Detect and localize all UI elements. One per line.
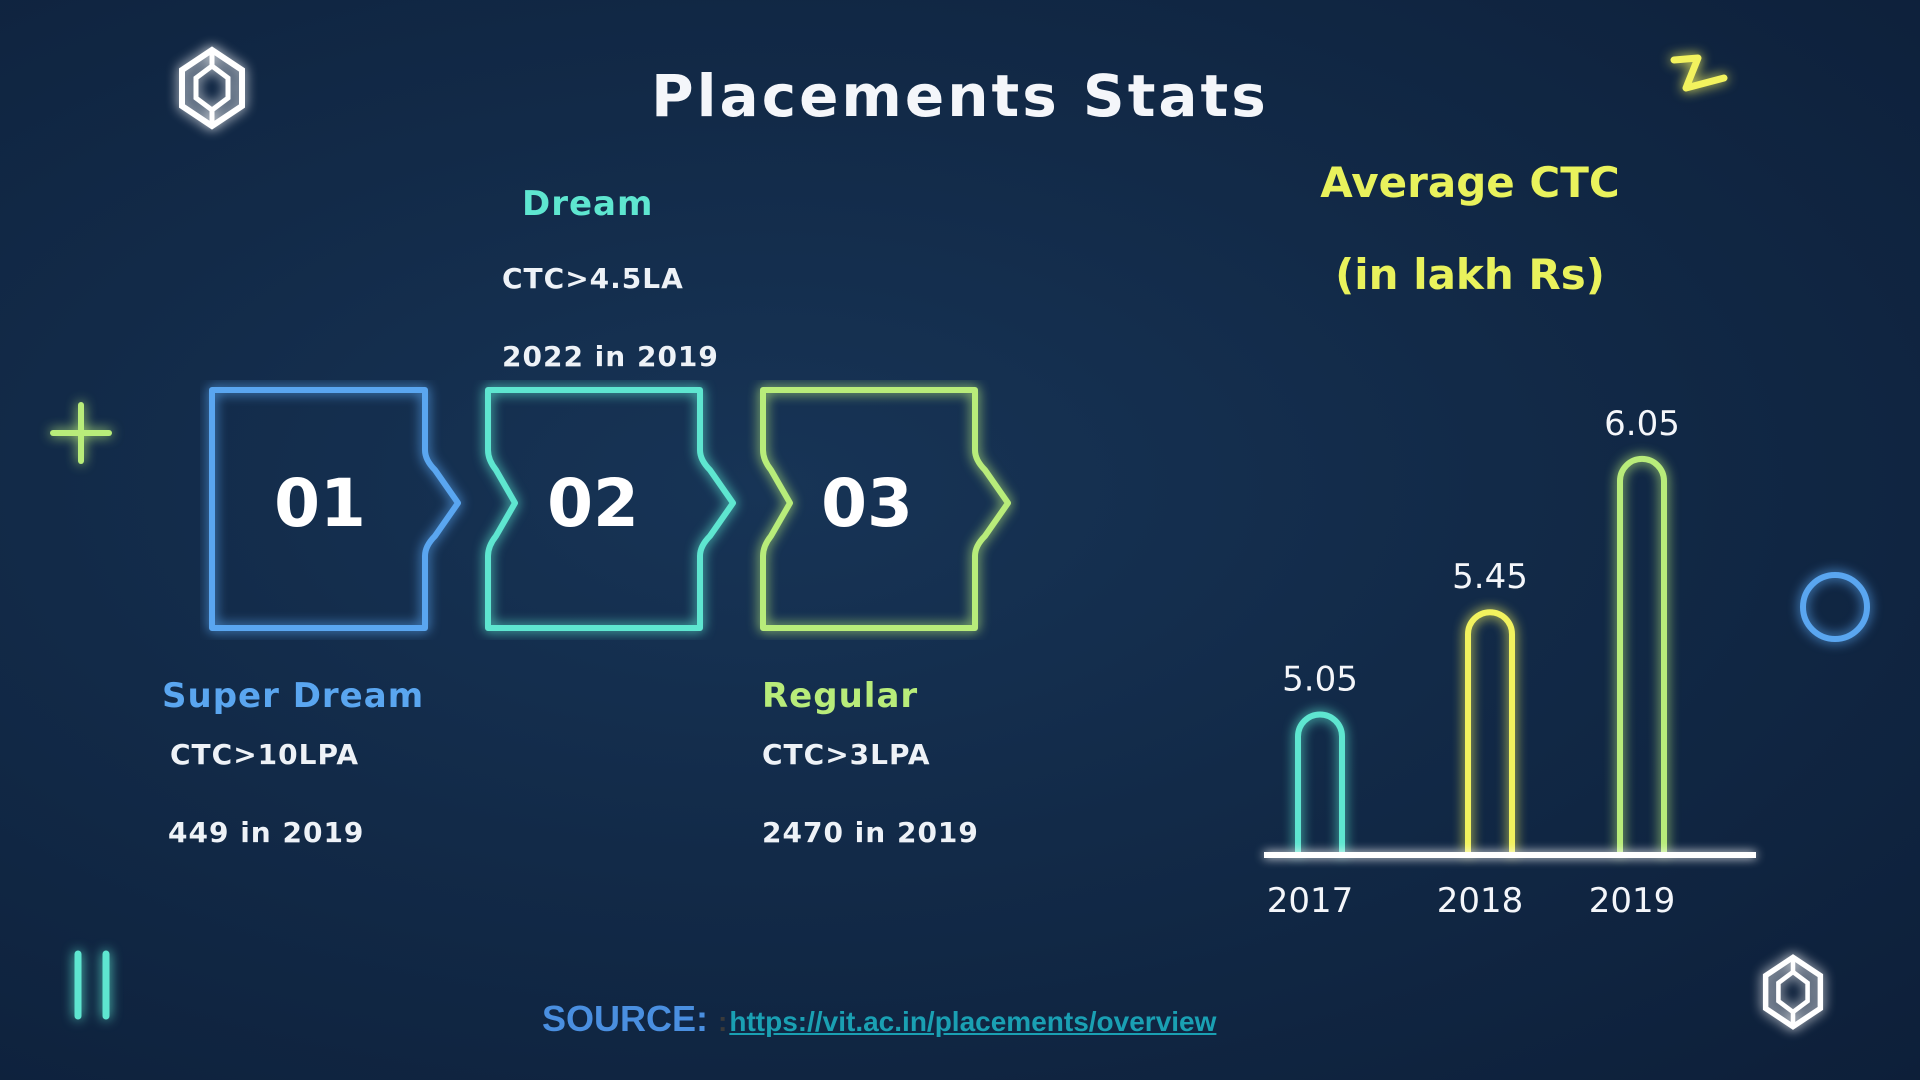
chart-title-line2: (in lakh Rs): [1335, 250, 1605, 299]
category-criteria-regular: CTC>3LPA: [762, 738, 931, 771]
source-label: SOURCE:: [542, 998, 709, 1039]
value-label-2017: 5.05: [1282, 659, 1358, 699]
x-tick-2017: 2017: [1267, 881, 1354, 921]
bar-2018: [1465, 609, 1515, 855]
chart-title-line1: Average CTC: [1320, 158, 1620, 207]
source-line: SOURCE::https://vit.ac.in/placements/ove…: [542, 998, 1216, 1040]
bar-2019: [1617, 455, 1667, 855]
bar-2017: [1295, 711, 1345, 855]
step-box-regular: [760, 387, 1011, 631]
category-count-dream: 2022 in 2019: [502, 340, 719, 373]
category-criteria-super-dream: CTC>10LPA: [170, 738, 360, 771]
category-criteria-dream: CTC>4.5LA: [502, 262, 684, 295]
category-count-regular: 2470 in 2019: [762, 816, 979, 849]
average-ctc-chart: 5.05 2017 5.45 2018 6.05 2019: [1264, 404, 1756, 921]
category-steps: 01 02 03: [209, 387, 1011, 631]
x-tick-2019: 2019: [1589, 881, 1676, 921]
category-label-super-dream: Super Dream: [162, 676, 425, 716]
category-count-super-dream: 449 in 2019: [168, 816, 365, 849]
category-label-dream: Dream: [522, 184, 654, 224]
step-number-03: 03: [821, 465, 913, 542]
cube-icon: [1762, 954, 1824, 1030]
value-label-2019: 6.05: [1604, 404, 1680, 444]
category-label-regular: Regular: [762, 676, 919, 716]
value-label-2018: 5.45: [1452, 557, 1528, 597]
step-box-dream: [485, 387, 736, 631]
source-separator: :: [718, 1006, 728, 1037]
page-title: Placements Stats: [651, 62, 1269, 130]
step-box-super-dream: [209, 387, 461, 631]
step-number-01: 01: [274, 465, 366, 542]
cube-icon: [179, 46, 245, 130]
circle-icon: [1800, 572, 1870, 642]
step-number-02: 02: [547, 465, 639, 542]
plus-icon: [50, 402, 112, 464]
pause-icon: [74, 950, 110, 1020]
source-link[interactable]: https://vit.ac.in/placements/overview: [729, 1006, 1217, 1037]
zigzag-icon: [1670, 54, 1728, 92]
x-tick-2018: 2018: [1437, 881, 1524, 921]
